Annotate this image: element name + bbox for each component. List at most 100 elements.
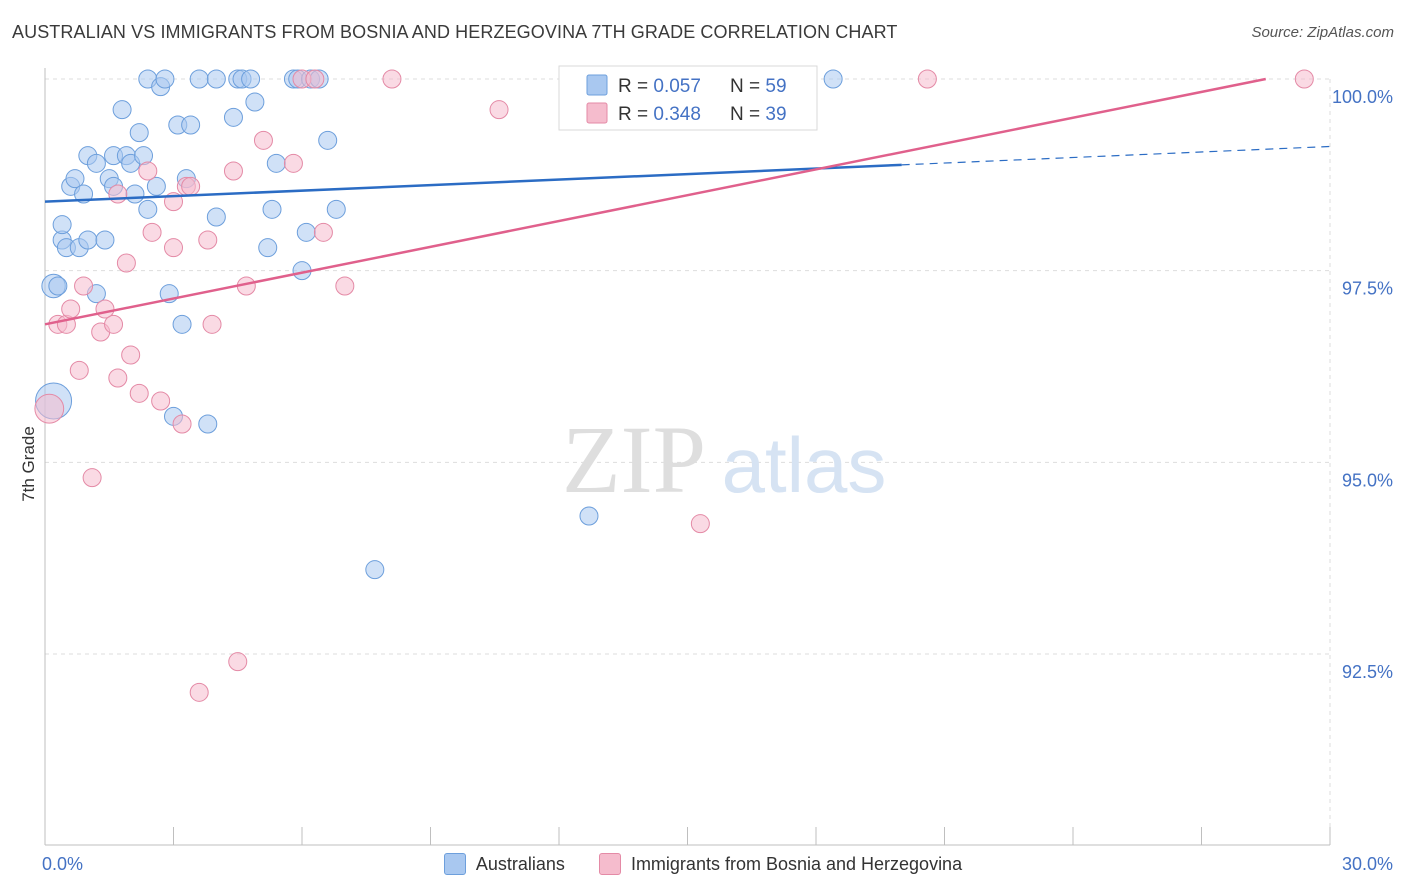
pink-data-point [1294, 69, 1314, 89]
pink-data-point [181, 176, 201, 196]
pink-data-point [253, 130, 273, 150]
svg-text:N = 39: N = 39 [730, 104, 787, 125]
blue-r-value: 0.057 [653, 76, 701, 97]
blue-data-point [326, 199, 346, 219]
blue-data-point [52, 215, 72, 235]
legend-label-bosnia: Immigrants from Bosnia and Herzegovina [630, 853, 963, 874]
pink-data-point [82, 468, 102, 488]
pink-data-point [917, 69, 937, 89]
pink-data-point [108, 368, 128, 388]
legend-label-australians: Australians [475, 853, 565, 874]
pink-data-point [690, 514, 710, 534]
watermark: ZIP atlas [562, 406, 886, 513]
svg-text:R = 0.348: R = 0.348 [618, 104, 701, 125]
blue-data-point [206, 207, 226, 227]
y-tick-label: 97.5% [1342, 279, 1393, 299]
blue-data-point [74, 184, 94, 204]
blue-data-point [365, 560, 385, 580]
pink-n-value: 39 [765, 104, 786, 125]
legend-item-bosnia[interactable]: Immigrants from Bosnia and Herzegovina [598, 853, 963, 875]
pink-data-point [313, 222, 333, 242]
legend-swatch-pink [598, 853, 621, 875]
blue-data-point [241, 69, 261, 89]
blue-data-point [78, 230, 98, 250]
blue-data-point [48, 276, 68, 296]
blue-data-point [823, 69, 843, 89]
svg-text:N = 59: N = 59 [730, 76, 787, 97]
pink-data-point [104, 314, 124, 334]
pink-data-point [74, 276, 94, 296]
pink-data-point [138, 161, 158, 181]
blue-data-point [245, 92, 265, 112]
axes: 100.0% 97.5% 95.0% 92.5% 0.0% 30.0% [42, 68, 1393, 874]
source-label: Source: ZipAtlas.com [1251, 24, 1394, 41]
y-tick-label: 92.5% [1342, 662, 1393, 682]
pink-data-point [142, 222, 162, 242]
pink-data-point [189, 682, 209, 702]
blue-data-point [579, 506, 599, 526]
blue-n-value: 59 [765, 76, 786, 97]
x-tick-label: 0.0% [42, 854, 83, 874]
watermark-atlas: atlas [722, 421, 887, 509]
y-axis-label: 7th Grade [19, 426, 38, 502]
y-tick-label: 100.0% [1332, 87, 1393, 107]
chart-title: AUSTRALIAN VS IMMIGRANTS FROM BOSNIA AND… [12, 22, 898, 42]
pink-trend-line [44, 77, 1266, 326]
pink-data-point [108, 184, 128, 204]
blue-data-point [262, 199, 282, 219]
blue-data-point [138, 199, 158, 219]
pink-data-point [283, 153, 303, 173]
blue-n-label: N = [730, 76, 765, 97]
y-tick-label: 95.0% [1342, 470, 1393, 490]
pink-data-point [151, 391, 171, 411]
pink-data-point [116, 253, 136, 273]
blue-data-point [155, 69, 175, 89]
pink-n-label: N = [730, 104, 765, 125]
pink-data-point [172, 414, 192, 434]
legend-item-australians[interactable]: Australians [443, 853, 565, 875]
legend-blue-swatch [586, 74, 608, 96]
pink-data-point [164, 238, 183, 258]
pink-data-point [382, 69, 402, 89]
pink-data-point [198, 230, 218, 250]
blue-data-point [198, 414, 218, 434]
legend-swatch-blue [443, 853, 466, 875]
series-legend: Australians Immigrants from Bosnia and H… [0, 851, 1406, 877]
blue-data-point [181, 115, 201, 135]
blue-data-point [318, 130, 338, 150]
x-tick-label: 30.0% [1342, 854, 1393, 874]
pink-data-point [228, 652, 248, 672]
pink-data-point [129, 383, 149, 403]
pink-data-point [489, 100, 509, 120]
pink-data-point [61, 299, 81, 319]
svg-text:R = 0.057: R = 0.057 [618, 76, 701, 97]
blue-trend-extension [901, 145, 1331, 166]
blue-data-point [172, 314, 192, 334]
blue-data-point [86, 153, 106, 173]
blue-data-point [266, 153, 286, 173]
blue-trend-line [44, 163, 902, 203]
data-points [34, 69, 1314, 702]
pink-data-point [69, 360, 89, 380]
blue-r-label: R = [618, 76, 653, 97]
stats-legend: R = 0.057 N = 59 R = 0.348 N = 39 [558, 65, 818, 131]
pink-data-point [335, 276, 355, 296]
blue-data-point [95, 230, 115, 250]
blue-data-point [296, 222, 316, 242]
blue-data-point [258, 238, 278, 258]
pink-r-value: 0.348 [653, 104, 701, 125]
watermark-zip: ZIP [562, 406, 706, 513]
blue-data-point [206, 69, 226, 89]
blue-data-point [223, 107, 243, 127]
blue-data-point [146, 176, 166, 196]
legend-pink-swatch [586, 102, 608, 124]
pink-data-point [305, 69, 325, 89]
blue-data-point [112, 100, 132, 120]
pink-r-label: R = [618, 104, 653, 125]
pink-data-point [223, 161, 243, 181]
blue-data-point [125, 184, 145, 204]
pink-data-point [202, 314, 222, 334]
trend-lines [44, 77, 1331, 326]
blue-data-point [189, 69, 209, 89]
